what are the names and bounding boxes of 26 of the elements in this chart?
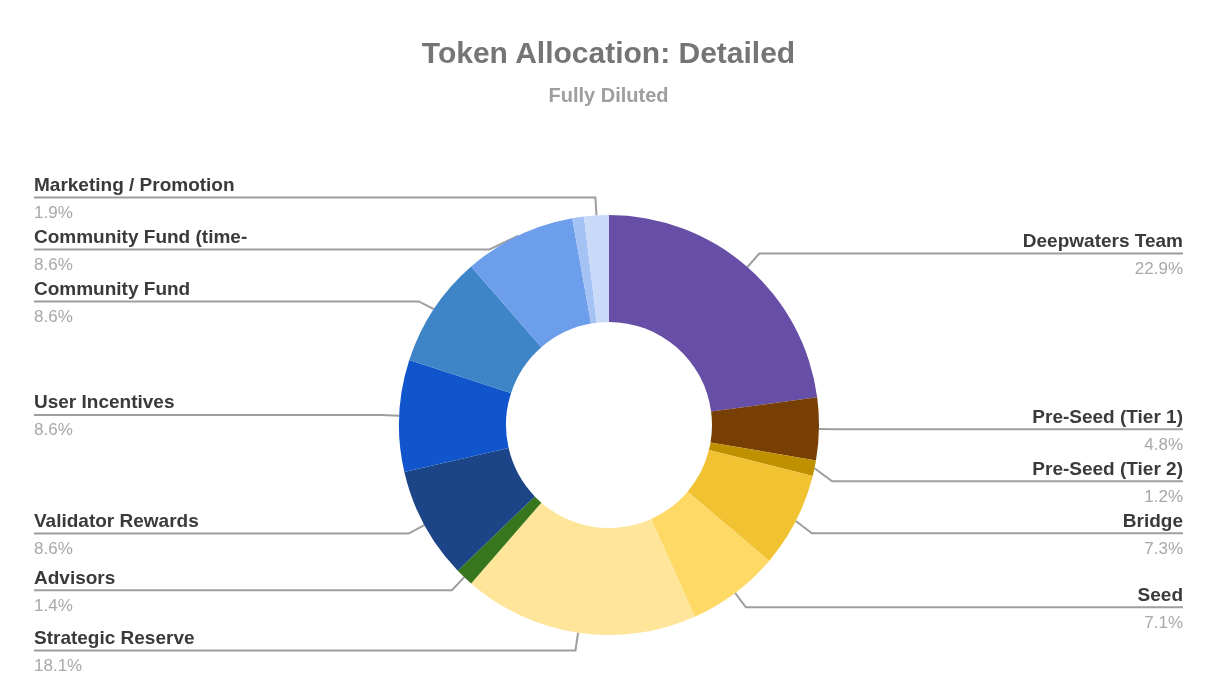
slice-label: Deepwaters Team <box>1022 230 1183 251</box>
data-label: 8.6% <box>34 306 73 326</box>
data-label: 1.9% <box>34 202 73 222</box>
data-label: 8.6% <box>34 420 73 440</box>
slice-label: User Incentives <box>34 391 175 413</box>
slice-label: Pre-Seed (Tier 2) <box>1032 457 1183 479</box>
slice-label: Strategic Reserve <box>34 627 195 649</box>
data-label: 18.1% <box>34 656 83 676</box>
slice-label: Validator Rewards <box>34 510 199 532</box>
data-label: 4.8% <box>1144 434 1183 454</box>
data-label: 22.9% <box>1134 259 1183 278</box>
data-label: 7.3% <box>1144 538 1183 558</box>
slice-label: Advisors <box>34 566 116 588</box>
data-label: 1.2% <box>1144 486 1183 506</box>
slice-label: Community Fund (time- <box>34 225 248 247</box>
chart-subtitle: Fully Diluted <box>548 84 669 106</box>
slice-label: Seed <box>1137 583 1183 605</box>
data-label: 1.4% <box>34 595 73 615</box>
data-label: 8.6% <box>34 539 73 559</box>
slice-label: Community Fund <box>34 277 191 299</box>
slice-label: Bridge <box>1122 509 1183 531</box>
slice-label: Pre-Seed (Tier 1) <box>1032 405 1183 427</box>
slice-label: Marketing / Promotion <box>34 173 235 195</box>
data-label: 7.1% <box>1144 612 1183 632</box>
data-label: 8.6% <box>34 254 73 274</box>
chart-title: Token Allocation: Detailed <box>421 35 796 69</box>
